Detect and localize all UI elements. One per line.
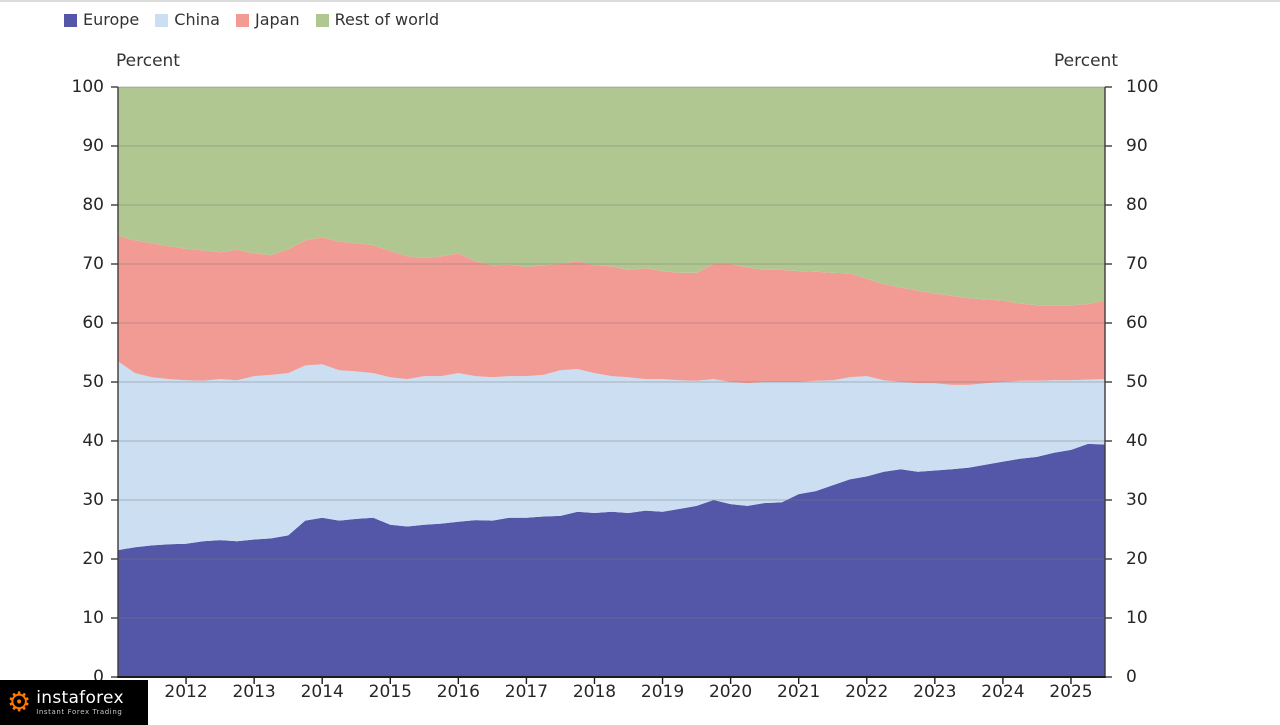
legend-label-china: China — [174, 10, 220, 29]
legend-swatch-europe — [64, 13, 77, 27]
watermark-brand: instaforex — [36, 688, 124, 708]
legend-swatch-rest-of-world — [315, 13, 329, 27]
area-china — [118, 361, 1105, 551]
legend-item-japan: Japan — [235, 10, 300, 30]
top-divider — [0, 0, 1280, 2]
y-axis-title-left: Percent — [116, 51, 180, 71]
legend-item-china: China — [155, 10, 220, 30]
legend-label-europe: Europe — [83, 10, 140, 29]
gear-icon: ⚙ — [7, 687, 32, 718]
y-axis-title-right: Percent — [1054, 51, 1118, 71]
watermark-text: instaforex Instant Forex Trading — [36, 689, 124, 716]
legend-label-rest-of-world: Rest of world — [334, 10, 440, 29]
legend-label-japan: Japan — [254, 10, 300, 29]
instaforex-watermark: ⚙ instaforex Instant Forex Trading — [0, 680, 148, 725]
legend-item-rest-of-world: Rest of world — [315, 10, 440, 30]
area-rest-of-world — [118, 87, 1105, 306]
area-europe — [118, 443, 1105, 677]
legend-swatch-china — [155, 13, 169, 27]
area-japan — [118, 235, 1105, 385]
legend-item-europe: Europe — [64, 10, 139, 30]
legend-swatch-japan — [235, 13, 249, 27]
watermark-tagline: Instant Forex Trading — [36, 708, 123, 716]
legend: Europe China Japan Rest of world — [64, 10, 439, 30]
